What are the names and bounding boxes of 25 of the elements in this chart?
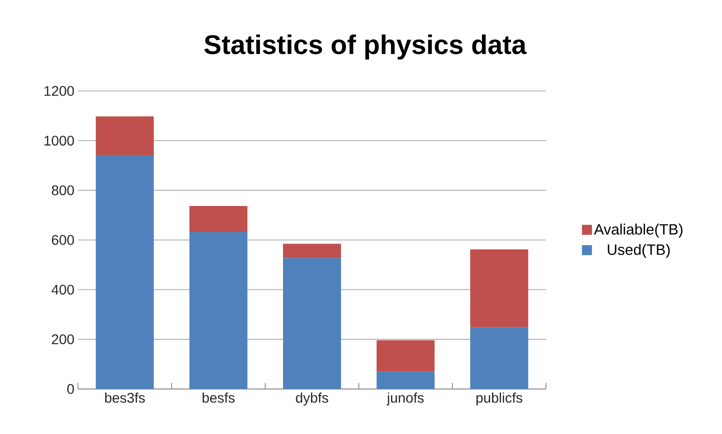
bar: [189, 206, 248, 232]
x-tick-label: dybfs: [296, 392, 328, 406]
chart-title: Statistics of physics data: [204, 34, 527, 60]
bar: [283, 244, 342, 258]
bar: [470, 327, 528, 389]
legend-label: Used(TB): [608, 244, 670, 258]
bar: [376, 340, 435, 372]
x-tick-label: bes3fs: [105, 392, 145, 403]
bar: [189, 232, 248, 389]
x-tick-label: junofs: [386, 392, 424, 406]
bar: [376, 372, 435, 389]
y-tick-label: 400: [52, 284, 74, 295]
bar: [283, 258, 342, 389]
y-tick-label: 1000: [44, 136, 74, 146]
x-tick-label: publicfs: [476, 392, 522, 406]
y-tick-label: 200: [52, 334, 74, 344]
y-tick-label: 600: [52, 235, 74, 245]
legend-label: Avaliable(TB): [594, 224, 682, 238]
y-tick-label: 800: [52, 185, 74, 196]
bar: [470, 249, 528, 328]
y-tick-label: 0: [67, 384, 74, 394]
y-tick-label: 1200: [44, 86, 74, 96]
x-tick-label: besfs: [202, 392, 235, 403]
bar: [96, 116, 154, 156]
bar: [96, 155, 154, 389]
